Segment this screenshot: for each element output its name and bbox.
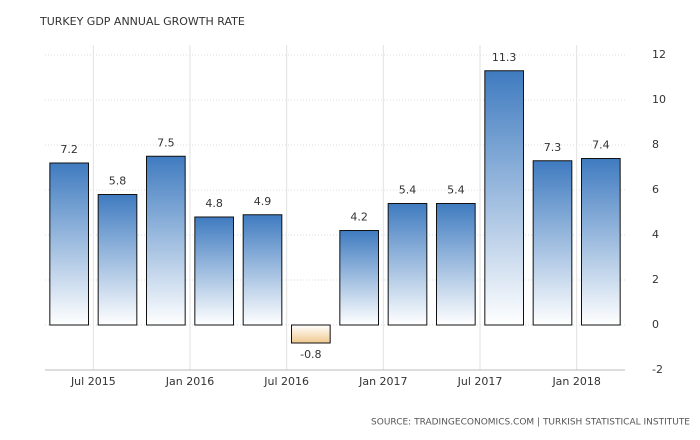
value-label: 7.4 <box>592 139 610 152</box>
y-tick-label: -2 <box>652 363 663 376</box>
bar <box>146 155 186 326</box>
bar <box>581 158 621 326</box>
x-tick-label: Jul 2015 <box>70 375 116 388</box>
bar <box>194 216 234 326</box>
bar <box>532 160 573 326</box>
y-tick-label: 12 <box>652 48 666 61</box>
value-label: 7.3 <box>544 141 562 154</box>
y-tick-label: 0 <box>652 318 659 331</box>
y-tick-label: 8 <box>652 138 659 151</box>
x-tick-label: Jul 2016 <box>263 375 309 388</box>
value-label: 4.8 <box>205 197 223 210</box>
x-tick-label: Jan 2017 <box>358 375 407 388</box>
value-label: 5.4 <box>447 184 465 197</box>
x-tick-label: Jul 2017 <box>457 375 503 388</box>
y-tick-label: 4 <box>652 228 659 241</box>
bar <box>291 324 331 344</box>
value-label: 11.3 <box>492 51 517 64</box>
bar <box>339 230 380 326</box>
value-label: 4.9 <box>254 195 272 208</box>
chart-title: TURKEY GDP ANNUAL GROWTH RATE <box>39 15 245 28</box>
y-tick-label: 6 <box>652 183 659 196</box>
value-label: 5.8 <box>109 175 127 188</box>
value-label: 4.2 <box>350 211 368 224</box>
value-label: 7.5 <box>157 136 175 149</box>
bar <box>49 162 89 326</box>
value-label: 5.4 <box>399 184 417 197</box>
bar <box>484 70 525 326</box>
source: SOURCE: TRADINGECONOMICS.COM | TURKISH S… <box>371 418 690 428</box>
y-tick-label: 10 <box>652 93 666 106</box>
x-tick-label: Jan 2018 <box>551 375 600 388</box>
value-label: -0.8 <box>300 348 321 361</box>
value-label: 7.2 <box>60 143 78 156</box>
bar <box>436 203 476 326</box>
y-tick-label: 2 <box>652 273 659 286</box>
bar <box>242 214 283 326</box>
bar <box>97 194 138 326</box>
bar <box>387 203 428 326</box>
x-tick-label: Jan 2016 <box>165 375 214 388</box>
